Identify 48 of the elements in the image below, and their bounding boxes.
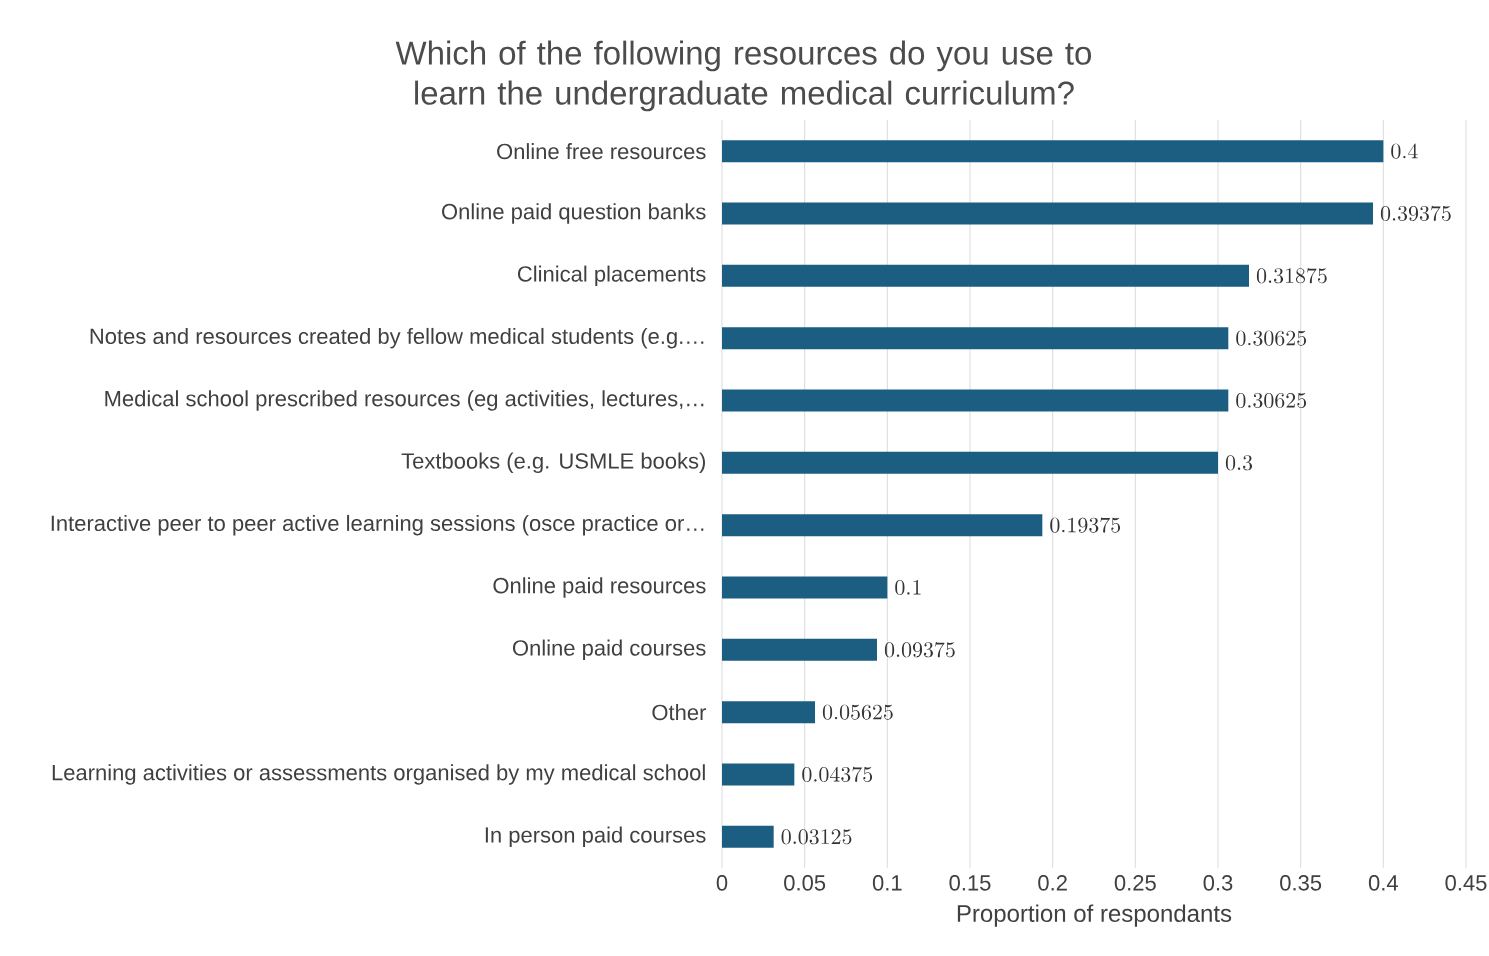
x-axis-title: Proportion of respondants xyxy=(957,904,1232,927)
x-tick-label: 0.45 xyxy=(1445,875,1487,891)
data-label: 0.31875 xyxy=(1256,268,1327,284)
bar xyxy=(722,576,888,599)
data-label: 0.39375 xyxy=(1380,205,1451,222)
y-tick-label: Learning activities or assessments organised by my medical school xyxy=(52,764,705,785)
y-tick-label: Notes and resources created by fellow medical students (e.g.… xyxy=(90,327,704,349)
x-tick-label: 0.2 xyxy=(1038,875,1067,891)
y-tick-label: Online paid courses xyxy=(512,639,706,661)
y-tick-label: In person paid courses xyxy=(485,826,706,848)
chart-title: Which of the following resources do you use to learn the undergraduate medical curriculum? xyxy=(395,40,1092,112)
bar xyxy=(722,825,774,848)
y-tick-label: Online free resources xyxy=(497,143,706,160)
x-tick-label: 0 xyxy=(716,875,728,891)
bar xyxy=(722,389,1229,412)
y-tick-label: Other xyxy=(652,704,707,721)
bar xyxy=(722,264,1249,287)
bar xyxy=(722,763,795,786)
bar xyxy=(722,451,1218,474)
bar xyxy=(722,514,1043,537)
data-label: 0. 19375 xyxy=(1050,517,1121,533)
x-tick-label: 0.25 xyxy=(1114,875,1156,891)
data-label: 0.3 xyxy=(1225,455,1253,471)
data-label: 0.03125 xyxy=(781,829,852,845)
data-label: 0.30625 xyxy=(1236,392,1307,409)
x-tick-label: 0.3 xyxy=(1203,875,1233,891)
data-label: 0. 1 xyxy=(895,579,921,596)
data-label: 0.30625 xyxy=(1236,330,1307,346)
data-label: 0.4 xyxy=(1391,143,1418,159)
bar xyxy=(722,140,1384,163)
bar xyxy=(722,327,1229,350)
x-tick-label: 0.35 xyxy=(1280,875,1322,891)
x-tick-label: 0.1 xyxy=(872,875,902,891)
data-label: 0.09375 xyxy=(884,642,955,658)
data-label: 0.04375 xyxy=(802,766,873,783)
bar xyxy=(722,638,877,661)
y-tick-label: Medical school prescribed resources (eg activities, lectures,… xyxy=(105,390,704,411)
y-tick-label: Textbooks (e.g. USMLE books) xyxy=(401,452,705,474)
x-tick-label: 0.05 xyxy=(784,875,826,891)
x-tick-label: 0.4 xyxy=(1368,875,1398,891)
y-tick-label: Online paid question banks xyxy=(442,203,706,224)
y-tick-label: Interactive peer to peer active learning sessions (osce practice or… xyxy=(51,514,704,536)
data-label: 0.05625 xyxy=(822,704,893,720)
bar xyxy=(722,701,815,724)
y-tick-label: Online paid resources xyxy=(493,577,706,598)
y-tick-label: Clinical placements xyxy=(518,265,706,287)
x-tick-label: 0.15 xyxy=(949,875,991,891)
bar xyxy=(722,202,1373,225)
